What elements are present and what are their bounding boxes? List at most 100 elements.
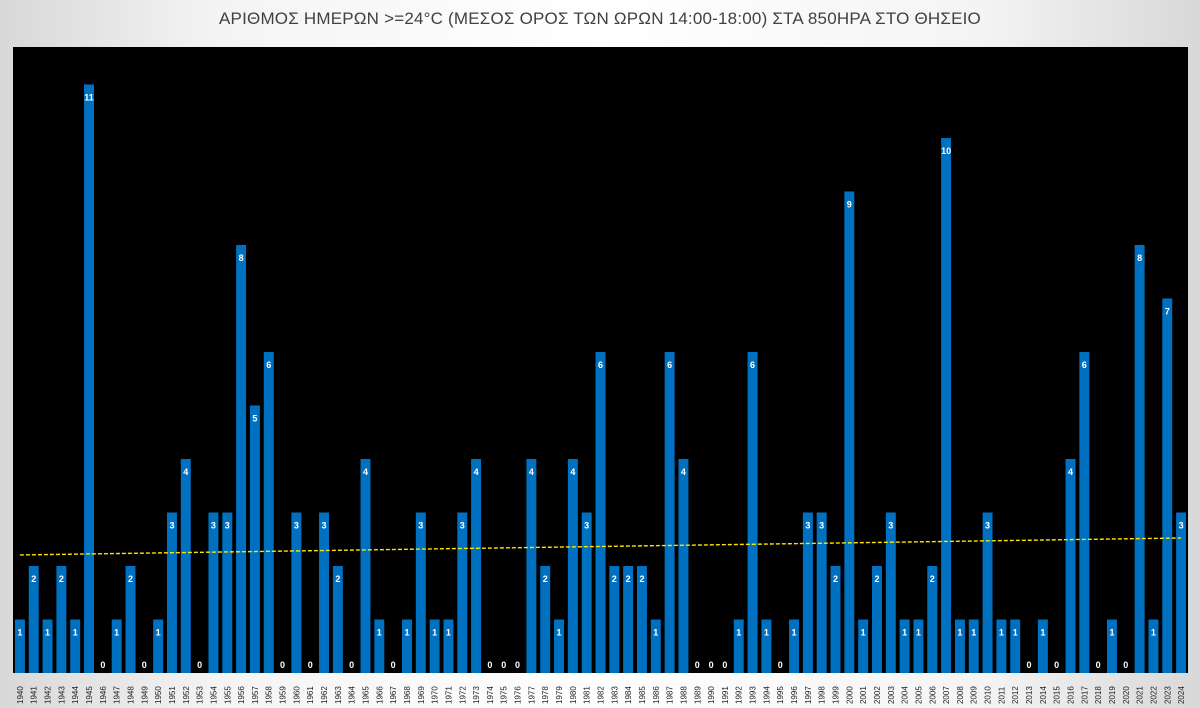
bars-group [14, 84, 1187, 673]
tick-label-1984: 1984 [624, 686, 633, 704]
tick-label-1991: 1991 [721, 686, 730, 704]
tick-label-1993: 1993 [749, 686, 758, 704]
tick-label-1940: 1940 [16, 686, 25, 704]
bar-2019 [1106, 619, 1117, 673]
bar-1985 [636, 565, 647, 673]
tick-label-1990: 1990 [707, 686, 716, 704]
bar-1972 [457, 512, 468, 673]
bar-1954 [208, 512, 219, 673]
bar-2002 [871, 565, 882, 673]
tick-label-1994: 1994 [762, 686, 771, 704]
bar-1994 [761, 619, 772, 673]
bar-label-2022: 1 [1151, 628, 1156, 638]
trendline [19, 537, 1182, 556]
tick-label-2020: 2020 [1122, 686, 1131, 704]
bar-label-1984: 2 [626, 574, 631, 584]
bar-1963 [332, 565, 343, 673]
bar-label-1996: 1 [792, 628, 797, 638]
tick-label-1998: 1998 [818, 686, 827, 704]
tick-label-2016: 2016 [1067, 686, 1076, 704]
bar-label-1959: 0 [280, 660, 285, 670]
tick-label-1943: 1943 [57, 686, 66, 704]
bar-1980 [567, 458, 578, 673]
tick-label-1969: 1969 [417, 686, 426, 704]
tick-label-2011: 2011 [997, 686, 1006, 704]
bar-label-1973: 4 [474, 467, 479, 477]
bar-1997 [802, 512, 813, 673]
bar-2000 [844, 191, 855, 673]
tick-label-2018: 2018 [1094, 686, 1103, 704]
bar-label-1960: 3 [294, 520, 299, 530]
bar-label-1954: 3 [211, 520, 216, 530]
bar-label-1941: 2 [31, 574, 36, 584]
bar-label-1994: 1 [764, 628, 769, 638]
bar-2023 [1162, 298, 1173, 673]
tick-label-1966: 1966 [375, 686, 384, 704]
tick-label-2012: 2012 [1011, 686, 1020, 704]
bar-1957 [249, 405, 260, 673]
bar-label-1951: 3 [169, 520, 174, 530]
tick-label-1954: 1954 [209, 686, 218, 704]
tick-label-1962: 1962 [320, 686, 329, 704]
bar-label-2023: 7 [1165, 306, 1170, 316]
bar-1940 [14, 619, 25, 673]
tick-label-2023: 2023 [1163, 686, 1172, 704]
bar-label-1956: 8 [239, 253, 244, 263]
bar-label-1948: 2 [128, 574, 133, 584]
bar-1952 [180, 458, 191, 673]
bar-label-1990: 0 [709, 660, 714, 670]
tick-label-1977: 1977 [527, 686, 536, 704]
bar-1981 [581, 512, 592, 673]
tick-label-1971: 1971 [444, 686, 453, 704]
tick-label-2024: 2024 [1177, 686, 1186, 704]
bar-1962 [319, 512, 329, 673]
tick-label-2005: 2005 [914, 686, 923, 704]
bar-2022 [1148, 619, 1159, 673]
bar-label-1968: 1 [404, 628, 409, 638]
bar-label-1946: 0 [100, 660, 105, 670]
bar-label-1995: 0 [778, 660, 783, 670]
tick-label-1997: 1997 [804, 686, 813, 704]
bar-label-1997: 3 [805, 520, 810, 530]
bar-label-1998: 3 [819, 520, 824, 530]
bar-label-1985: 2 [639, 574, 644, 584]
bar-label-1963: 2 [335, 574, 340, 584]
tick-label-2022: 2022 [1149, 686, 1158, 704]
bar-label-1978: 2 [543, 574, 548, 584]
bar-label-1972: 3 [460, 520, 465, 530]
bar-label-1977: 4 [529, 467, 534, 477]
bar-label-1945: 11 [84, 92, 94, 102]
tick-label-1974: 1974 [486, 686, 495, 704]
tick-label-2000: 2000 [845, 686, 854, 704]
bar-label-2004: 1 [902, 628, 907, 638]
bar-label-1975: 0 [501, 660, 506, 670]
bar-label-1986: 1 [653, 628, 658, 638]
bar-1999 [830, 565, 841, 673]
bar-label-2019: 1 [1109, 628, 1114, 638]
bar-label-1991: 0 [722, 660, 727, 670]
tick-label-1956: 1956 [237, 686, 246, 704]
bar-1969 [415, 512, 426, 673]
tick-label-1968: 1968 [403, 686, 412, 704]
bar-2012 [1010, 619, 1021, 673]
bar-2007 [941, 137, 952, 673]
bar-1950 [153, 619, 164, 673]
bar-label-1970: 1 [432, 628, 437, 638]
tick-label-1964: 1964 [348, 686, 357, 704]
bar-label-1980: 4 [570, 467, 575, 477]
tick-label-1949: 1949 [140, 686, 149, 704]
bar-1956 [236, 244, 247, 673]
bar-label-1953: 0 [197, 660, 202, 670]
tick-label-1947: 1947 [113, 686, 122, 704]
bar-2009 [968, 619, 979, 673]
bar-1958 [263, 351, 274, 673]
bar-label-1952: 4 [183, 467, 188, 477]
bar-1984 [623, 565, 634, 673]
bar-2010 [982, 512, 993, 673]
tick-label-1951: 1951 [168, 686, 177, 704]
bar-2006 [927, 565, 938, 673]
bar-1944 [70, 619, 81, 673]
bar-label-1958: 6 [266, 360, 271, 370]
bar-2021 [1134, 244, 1145, 673]
